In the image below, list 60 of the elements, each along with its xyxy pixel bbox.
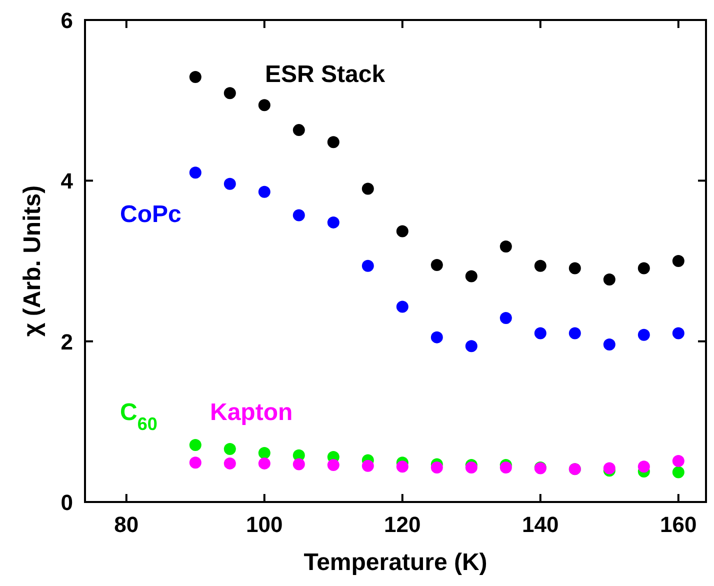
point [292,458,305,470]
x-axis-title: Temperature (K) [304,549,488,576]
point [292,124,305,136]
point [672,255,684,267]
y-tick-label: 0 [60,490,73,515]
point [224,442,236,455]
point [638,262,650,274]
point [500,312,512,324]
point [258,186,270,198]
y-axis-title: χ (Arb. Units) [19,185,46,337]
point [672,327,684,340]
point [258,99,270,112]
point [568,262,581,274]
point [258,446,270,459]
point [638,460,650,473]
x-tick-label: 100 [246,512,283,537]
point [568,327,581,340]
point [189,456,202,469]
point [672,455,684,468]
point [327,459,340,472]
point [396,300,408,313]
point [224,87,236,100]
point [189,438,202,451]
y-tick-label: 4 [60,168,74,194]
series-label: ESR Stack [265,61,386,88]
point [292,209,305,222]
y-tick-label: 2 [60,329,73,354]
point [638,328,650,341]
point [430,259,443,272]
point [362,260,374,272]
point [224,457,236,470]
series-label: Kapton [210,399,293,426]
point [189,71,202,84]
point [396,460,408,473]
x-tick-label: 80 [114,512,139,537]
point [258,457,270,470]
point [534,327,546,340]
point [189,166,202,179]
point [672,466,684,478]
point [327,136,340,148]
y-tick-label: 6 [60,8,73,33]
point [224,178,236,190]
x-tick-label: 160 [660,512,697,537]
point [430,461,443,474]
series-label: C$_{60}$ [120,399,158,434]
x-tick-label: 120 [384,512,421,537]
point [430,331,443,344]
point [603,273,616,286]
point [465,270,478,282]
point [362,460,374,472]
point [362,182,374,195]
point [534,260,546,272]
series-label: CoPc [120,201,182,228]
point [465,340,478,352]
point [603,462,616,474]
x-tick-label: 140 [522,512,559,537]
point [327,216,340,228]
point [603,338,616,351]
point [396,225,408,238]
point [500,240,512,253]
